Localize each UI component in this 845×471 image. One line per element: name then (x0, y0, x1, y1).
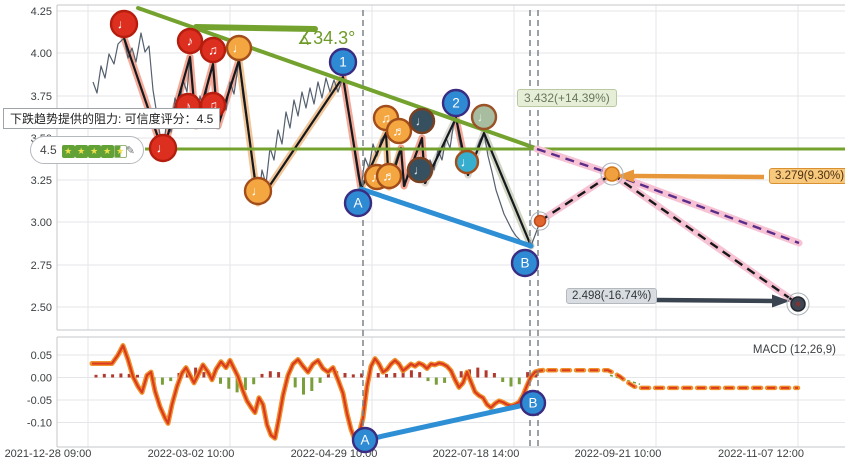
pivot-note-marker[interactable] (176, 27, 204, 55)
star-icon[interactable]: ★ (74, 145, 88, 158)
x-tick-label: 2022-09-21 10:00 (575, 448, 662, 460)
marker-glyph: B (528, 396, 537, 411)
x-tick-label: 2021-12-28 09:00 (5, 448, 92, 460)
angle-arm-line (193, 24, 318, 32)
marker-glyph: ♪ (187, 34, 194, 49)
marker-glyph: ♩ (252, 184, 265, 199)
pivot-note-marker[interactable] (385, 117, 413, 145)
pointer-arrow-head (772, 294, 790, 308)
y-tick-label: -0.10 (27, 418, 52, 430)
pointer-arrow-head (616, 169, 634, 183)
marker-glyph: ♩ (461, 155, 474, 170)
star-icon[interactable]: ★ (87, 145, 101, 158)
price-target-mid-label[interactable]: 3.279(9.30%) (769, 168, 845, 184)
marker-glyph: 1 (339, 55, 347, 70)
wave-number-marker[interactable] (441, 88, 471, 118)
marker-glyph: ♩ (414, 163, 427, 178)
marker-glyph: ♬ (393, 124, 406, 139)
pivot-note-marker[interactable] (109, 9, 139, 39)
macd-projection-signal (548, 369, 798, 389)
pivot-note-marker[interactable] (375, 162, 403, 190)
pivot-note-marker[interactable] (470, 103, 498, 131)
star-icon[interactable]: ★ (100, 145, 114, 158)
y-tick-label: 3.25 (31, 175, 52, 187)
pointer-arrow-shaft (631, 173, 765, 180)
price-target-down-label[interactable]: 2.498(-16.74%) (566, 288, 658, 304)
marker-glyph: ♩ (478, 110, 491, 125)
marker-glyph: 2 (452, 96, 460, 111)
wave-number-marker[interactable] (328, 47, 358, 77)
y-tick-label: 3.75 (31, 91, 52, 103)
ab-point-marker[interactable] (510, 248, 540, 278)
projection-dot[interactable] (533, 214, 547, 228)
rating-value: 4.5 (40, 143, 57, 157)
y-tick-label: 4.00 (31, 48, 52, 60)
x-tick-label: 2022-03-02 10:00 (148, 448, 235, 460)
projection-dot-core (795, 301, 801, 307)
marker-glyph: A (353, 196, 362, 211)
macd-ab-marker[interactable] (519, 389, 547, 417)
projection-dot[interactable] (604, 166, 620, 182)
marker-glyph: ♫ (208, 98, 218, 113)
marker-glyph: ♩ (233, 41, 246, 56)
pivot-note-marker[interactable] (225, 34, 253, 62)
ab-trend-line[interactable] (358, 186, 534, 249)
x-tick-label: 2022-04-29 10:00 (291, 448, 378, 460)
y-tick-label: 0.05 (31, 350, 52, 362)
y-tick-label: 4.25 (31, 6, 52, 18)
marker-glyph: ♩ (118, 17, 131, 32)
marker-glyph: B (520, 256, 529, 271)
macd-signal-line (92, 344, 544, 442)
marker-glyph: ♪ (185, 99, 192, 114)
trend-resistance-tooltip: 下跌趋势提供的阻力: 可信度评分：4.5 (3, 108, 221, 129)
confidence-rating-widget[interactable]: 4.5 ★ ★ ★ ★ ★ ✎ (30, 136, 144, 164)
x-tick-label: 2022-11-07 12:00 (718, 448, 804, 460)
x-tick-label: 2022-07-18 14:00 (433, 448, 520, 460)
macd-projection-line (545, 368, 801, 391)
projection-dot-ring (530, 211, 550, 231)
projection-line[interactable] (611, 172, 800, 245)
y-tick-label: 3.00 (31, 217, 52, 229)
pivot-note-marker[interactable] (454, 149, 480, 175)
edit-icon[interactable]: ✎ (125, 144, 135, 157)
y-tick-label: 2.75 (31, 260, 52, 272)
y-tick-label: 0.00 (31, 373, 52, 385)
projection-line[interactable] (611, 173, 799, 305)
macd-ab-line[interactable] (362, 400, 536, 443)
macd-ab-marker[interactable] (351, 426, 379, 454)
projection-glow (536, 170, 616, 225)
pivot-note-marker[interactable] (243, 176, 273, 206)
marker-glyph: A (360, 433, 369, 448)
y-tick-label: -0.05 (27, 395, 52, 407)
ab-point-marker[interactable] (343, 188, 373, 218)
trend-angle-label: ∡34.3° (297, 28, 356, 48)
y-tick-label: 2.50 (31, 302, 52, 314)
marker-glyph: ♬ (383, 169, 396, 184)
projection-line[interactable] (536, 147, 613, 176)
marker-glyph: ♩ (157, 141, 170, 156)
marker-glyph: ♩ (416, 114, 429, 129)
macd-proj-hist (609, 374, 641, 385)
downtrend-line[interactable] (136, 6, 560, 158)
pivot-note-marker[interactable] (148, 133, 178, 163)
price-target-up-label[interactable]: 3.432(+14.39%) (517, 89, 617, 107)
macd-indicator-title: MACD (12,26,9) (752, 344, 836, 356)
pivot-note-marker[interactable] (408, 107, 436, 135)
star-rating[interactable]: ★ ★ ★ ★ ★ (61, 141, 127, 159)
pivot-note-marker[interactable] (199, 36, 227, 64)
projection-dot-ring (786, 292, 810, 316)
projection-dot-ring (600, 162, 624, 186)
marker-glyph: ♫ (381, 111, 391, 126)
star-half-icon[interactable]: ★ (113, 145, 127, 158)
star-icon[interactable]: ★ (61, 145, 75, 158)
pointer-arrow-shaft (655, 297, 775, 304)
pivot-note-marker[interactable] (406, 156, 434, 184)
marker-glyph: ♫ (208, 43, 218, 58)
